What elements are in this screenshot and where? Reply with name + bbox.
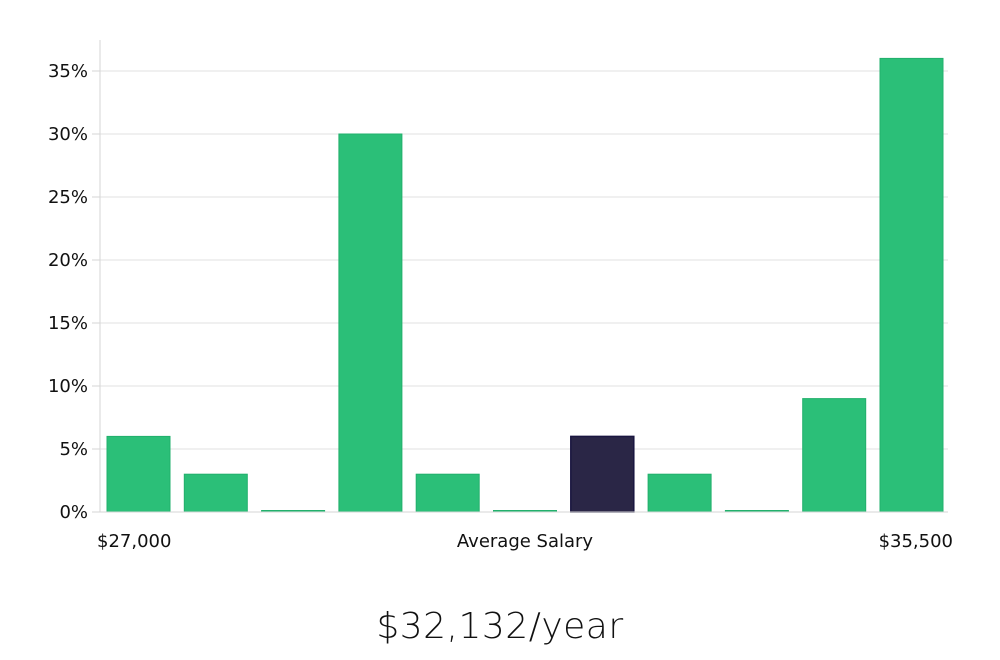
bar-7 [647, 473, 712, 513]
grid-layer [100, 70, 948, 450]
y-tick-label-30: 30% [48, 124, 88, 145]
bar-highlighted-6 [570, 435, 635, 513]
chart-svg: 0% 5% 10% 15% 20% 25% 30% 35% $27,000 Average S… [48, 40, 953, 552]
bar-10 [879, 57, 944, 513]
axis-layer: 0% 5% 10% 15% 20% 25% 30% 35% [48, 40, 948, 523]
y-tick-label-15: 15% [48, 313, 88, 334]
average-salary-headline: $32,132/year [376, 606, 624, 647]
bar-9 [802, 398, 867, 513]
y-tick-label-10: 10% [48, 376, 88, 397]
bar-1 [183, 473, 248, 513]
label-layer: $27,000 Average Salary $35,500 [97, 531, 953, 552]
y-tick-label-35: 35% [48, 61, 88, 82]
y-tick-label-20: 20% [48, 250, 88, 271]
bar-4 [415, 473, 480, 513]
y-tick-label-5: 5% [59, 439, 88, 460]
bar-layer [106, 57, 944, 513]
bar-3 [338, 133, 403, 513]
bar-0 [106, 435, 171, 513]
y-tick-label-25: 25% [48, 187, 88, 208]
y-tick-label-0: 0% [59, 502, 88, 523]
x-axis-title: Average Salary [457, 531, 594, 552]
x-max-label: $35,500 [879, 531, 953, 552]
x-min-label: $27,000 [97, 531, 171, 552]
salary-histogram-chart: 0% 5% 10% 15% 20% 25% 30% 35% $27,000 Average S… [48, 40, 953, 552]
